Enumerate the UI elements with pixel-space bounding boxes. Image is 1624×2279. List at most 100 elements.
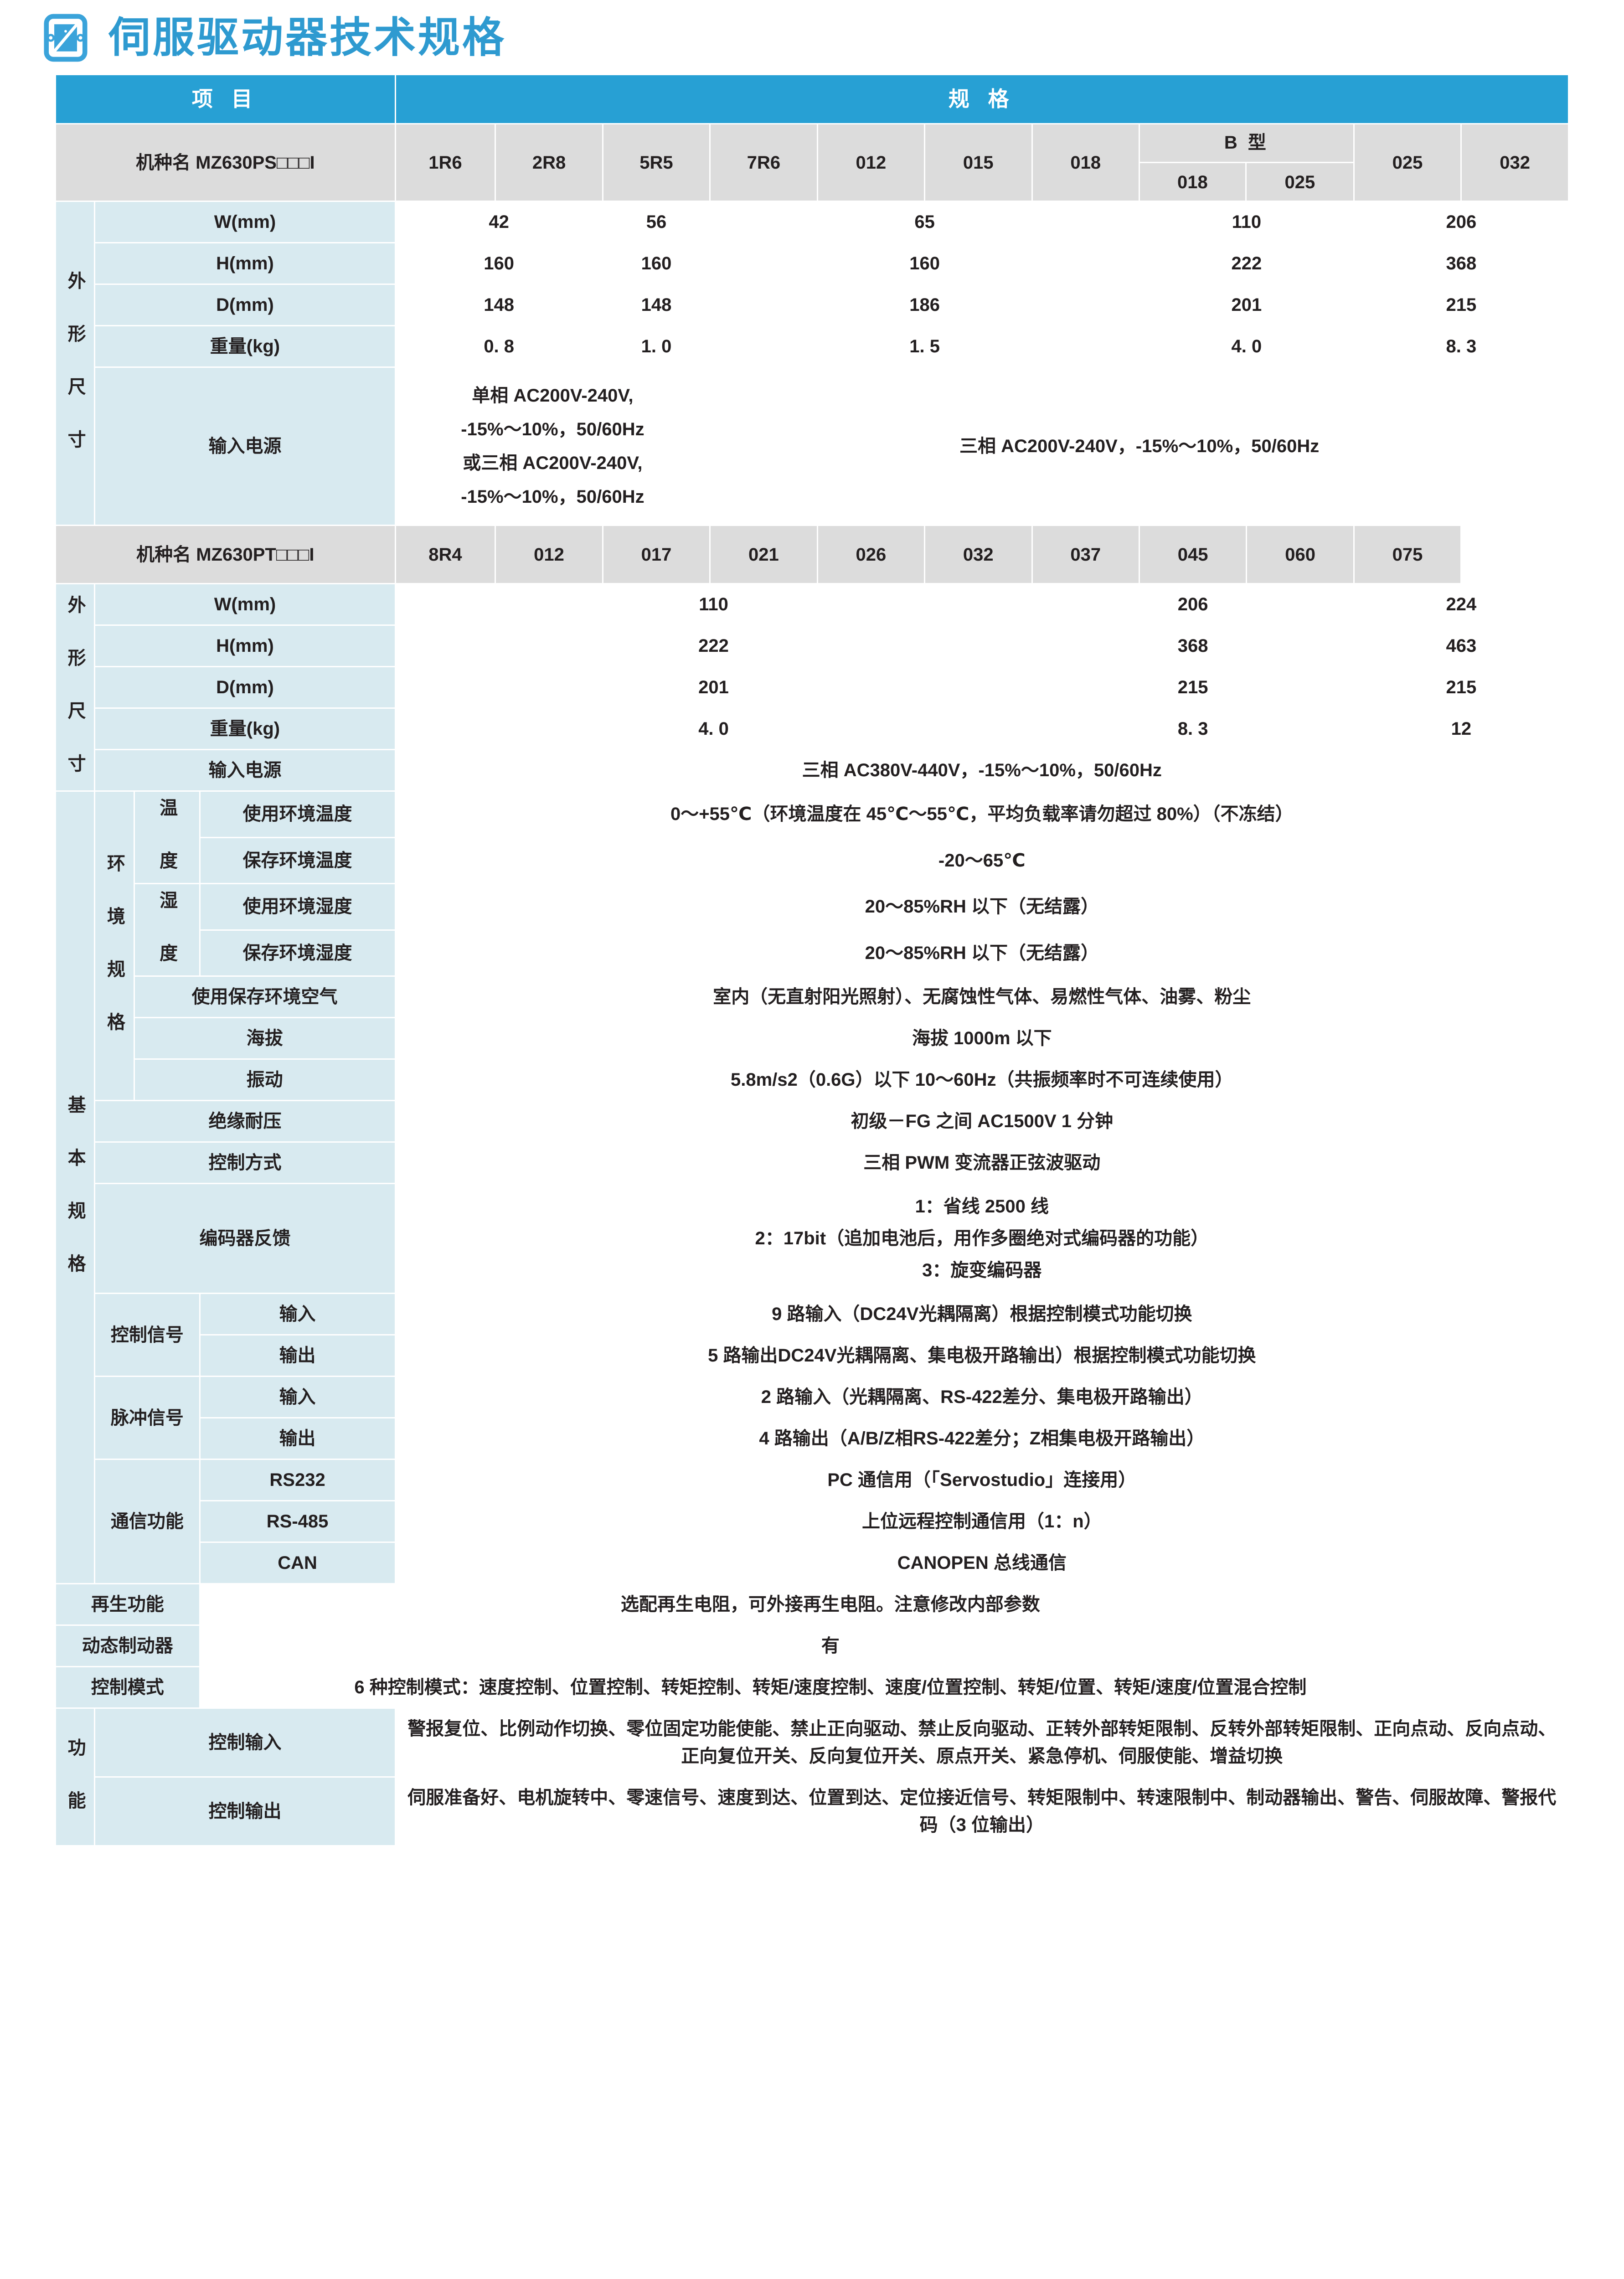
ps-row-label-h: H(mm) (94, 242, 396, 285)
row-use-humidity: 湿 度 使用环境湿度 20～85%RH 以下（无结露） (56, 883, 1570, 977)
pt-row-depth: D(mm) 201 215 215 (56, 666, 1570, 709)
row-comm-rs485: RS-485 上位远程控制通信用（1：n） (56, 1500, 1570, 1543)
page-title: 伺服驱动器技术规格 (108, 15, 507, 61)
row-control-signal-input: 控制信号 输入 9 路输入（DC24V光耦隔离）根据控制模式功能切换 (56, 1293, 1570, 1377)
rs485-label: RS-485 (199, 1500, 396, 1543)
row-control-input: 功 能 控制输入 警报复位、比例动作切换、零位固定功能使能、禁止正向驱动、禁止反… (54, 1707, 1570, 1846)
control-method-value: 三相 PWM 变流器正弦波驱动 (394, 1141, 1570, 1184)
ps-wt-v3: 1. 5 (709, 325, 1140, 368)
row-pulse-signal-output: 输出 4 路输出（A/B/Z相RS-422差分；Z相集电极开路输出） (56, 1417, 1570, 1460)
can-value: CANOPEN 总线通信 (394, 1542, 1570, 1584)
encoder-line-2: 2：17bit（追加电池后，用作多圈绝对式编码器的功能） (755, 1228, 1209, 1248)
vibration-value: 5.8m/s2（0.6G）以下 10～60Hz（共振频率时不可连续使用） (394, 1058, 1570, 1101)
ps-d-v3: 186 (709, 284, 1140, 326)
altitude-value: 海拔 1000m 以下 (394, 1017, 1570, 1060)
communication-label: 通信功能 (94, 1459, 201, 1584)
row-encoder-feedback: 编码器反馈 1：省线 2500 线 2：17bit（追加电池后，用作多圈绝对式编… (56, 1183, 1570, 1294)
pt-col-026: 026 (816, 525, 926, 584)
row-air: 使用保存环境空气 室内（无直射阳光照射）、无腐蚀性气体、易燃性气体、油雾、粉尘 (56, 975, 1570, 1018)
air-label: 使用保存环境空气 (133, 975, 396, 1018)
humidity-label: 湿 度 (133, 883, 201, 977)
pt-col-021: 021 (709, 525, 818, 584)
row-comm-rs232: 通信功能 RS232 PC 通信用（「Servostudio」连接用） (56, 1459, 1570, 1584)
pt-power-label: 输入电源 (94, 749, 396, 792)
ps-row-depth: D(mm) 148 148 186 201 215 (56, 284, 1570, 326)
ps-w-v3: 65 (709, 201, 1140, 243)
control-input-value: 警报复位、比例动作切换、零位固定功能使能、禁止正向驱动、禁止反向驱动、正转外部转… (394, 1707, 1570, 1778)
control-mode-label: 控制模式 (55, 1666, 201, 1709)
environment-spec-label: 环 境 规 格 (94, 790, 135, 1101)
ps-row-label-w: W(mm) (94, 201, 396, 243)
row-control-signal-output: 输出 5 路输出DC24V光耦隔离、集电极开路输出）根据控制模式功能切换 (56, 1334, 1570, 1377)
servo-drive-spec-table: 项 目 规 格 机种名 MZ630PS□□□I 1R6 2R8 5R5 7R6 … (54, 74, 1570, 1846)
ps-h-v1: 160 (394, 242, 603, 285)
ps-w-v5: 206 (1353, 201, 1570, 243)
pt-d-v3: 215 (1353, 666, 1570, 709)
ps-col-015: 015 (924, 123, 1033, 202)
servo-drive-logo-icon (44, 14, 88, 62)
ps-power-three-phase: 三相 AC200V-240V，-15%～10%，50/60Hz (709, 366, 1569, 526)
row-pulse-signal-input: 脉冲信号 输入 2 路输入（光耦隔离、RS-422差分、集电极开路输出） (56, 1376, 1570, 1460)
ps-col-012: 012 (816, 123, 926, 202)
pt-d-v2: 215 (1031, 666, 1355, 709)
ps-wt-v1: 0. 8 (394, 325, 603, 368)
ps-power-line-3: 或三相 AC200V-240V, (463, 453, 643, 473)
row-regeneration: 再生功能 选配再生电阻，可外接再生电阻。注意修改内部参数 (55, 1583, 1569, 1626)
ps-w-v2: 56 (602, 201, 711, 243)
control-output-value: 伺服准备好、电机旋转中、零速信号、速度到达、位置到达、定位接近信号、转矩限制中、… (394, 1776, 1570, 1846)
ps-row-label-weight: 重量(kg) (94, 325, 396, 368)
ps-col-5r5: 5R5 (602, 123, 711, 202)
pt-col-012: 012 (495, 525, 603, 584)
dynamic-brake-label: 动态制动器 (55, 1624, 201, 1667)
ps-col-025: 025 (1353, 123, 1462, 202)
ps-h-v3: 160 (709, 242, 1140, 285)
row-altitude: 海拔 海拔 1000m 以下 (56, 1017, 1570, 1060)
pt-row-power: 输入电源 三相 AC380V-440V，-15%～10%，50/60Hz (56, 749, 1570, 792)
ps-row-power: 输入电源 单相 AC200V-240V, -15%～10%，50/60Hz 或三… (56, 366, 1569, 526)
pt-h-v3: 463 (1353, 624, 1570, 667)
pt-row-label-h: H(mm) (94, 624, 396, 667)
row-use-temperature: 基 本 规 格 环 境 规 格 温 度 使用环境温度 0～+55℃（环境温度在 … (54, 790, 1570, 1584)
header-item: 项 目 (55, 74, 396, 124)
ps-h-v5: 368 (1353, 242, 1570, 285)
ps-col-2r8: 2R8 (495, 123, 603, 202)
insulation-value: 初级－FG 之间 AC1500V 1 分钟 (394, 1100, 1570, 1143)
pt-wt-v3: 12 (1353, 707, 1570, 750)
encoder-line-3: 3：旋变编码器 (922, 1260, 1042, 1280)
pt-col-037: 037 (1031, 525, 1140, 584)
pt-col-045: 045 (1138, 525, 1248, 584)
row-vibration: 振动 5.8m/s2（0.6G）以下 10～60Hz（共振频率时不可连续使用） (56, 1058, 1570, 1101)
ps-btype-sub-018: 018 (1140, 163, 1247, 201)
control-signal-label: 控制信号 (94, 1293, 201, 1377)
ps-row-weight: 重量(kg) 0. 8 1. 0 1. 5 4. 0 8. 3 (56, 325, 1570, 368)
pt-row-width: 外 形 尺 寸 W(mm) 110 206 224 (54, 583, 1570, 792)
ps-row-width: 外 形 尺 寸 W(mm) 42 56 65 110 206 (54, 201, 1570, 526)
rs232-value: PC 通信用（「Servostudio」连接用） (394, 1459, 1570, 1501)
store-temperature-value: -20～65℃ (394, 836, 1570, 884)
encoder-line-1: 1：省线 2500 线 (915, 1196, 1049, 1217)
ps-h-v2: 160 (602, 242, 711, 285)
pt-wt-v2: 8. 3 (1031, 707, 1355, 750)
pt-col-060: 060 (1246, 525, 1355, 584)
pt-row-label-weight: 重量(kg) (94, 707, 396, 750)
pt-w-v1: 110 (394, 583, 1033, 626)
ps-power-line-2: -15%～10%，50/60Hz (461, 419, 644, 439)
store-humidity-value: 20～85%RH 以下（无结露） (394, 929, 1570, 977)
rs485-value: 上位远程控制通信用（1：n） (394, 1500, 1570, 1543)
row-store-humidity: 保存环境湿度 20～85%RH 以下（无结露） (56, 929, 1570, 977)
control-mode-value: 6 种控制模式：速度控制、位置控制、转矩控制、转矩/速度控制、速度/位置控制、转… (199, 1666, 1462, 1709)
ps-wt-v4: 4. 0 (1138, 325, 1355, 368)
ps-col-7r6: 7R6 (709, 123, 818, 202)
ps-d-v5: 215 (1353, 284, 1570, 326)
document-header: 伺服驱动器技术规格 (0, 0, 1624, 74)
ps-w-v4: 110 (1138, 201, 1355, 243)
pt-col-075: 075 (1353, 525, 1462, 584)
use-humidity-value: 20～85%RH 以下（无结露） (394, 883, 1570, 931)
store-temperature-label: 保存环境温度 (199, 836, 396, 884)
ps-wt-v2: 1. 0 (602, 325, 711, 368)
ps-btype-group: B 型 018 025 (1138, 123, 1355, 202)
pt-d-v1: 201 (394, 666, 1033, 709)
ps-row-height: H(mm) 160 160 160 222 368 (56, 242, 1570, 285)
ps-btype-title: B 型 (1139, 124, 1353, 163)
use-humidity-label: 使用环境湿度 (199, 883, 396, 931)
